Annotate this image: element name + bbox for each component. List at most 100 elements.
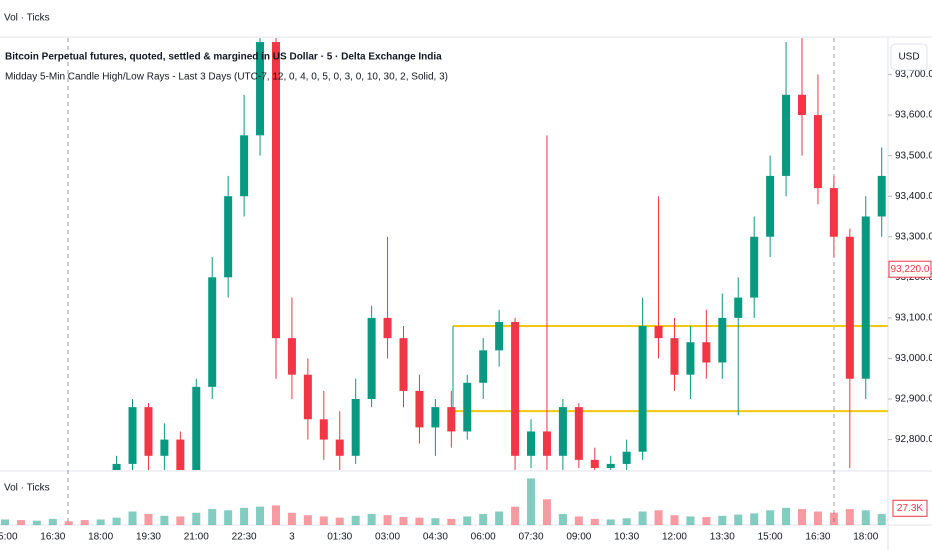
candle-body (590, 459, 599, 468)
volume-bar (128, 511, 137, 525)
plot-area (112, 38, 888, 470)
candle-body (383, 317, 392, 339)
candle-body (813, 115, 822, 189)
volume-bar (80, 520, 89, 525)
volume-bar (224, 510, 233, 525)
x-tick-label: 18:00 (88, 532, 113, 543)
candle-body (495, 321, 504, 351)
chart-title: Bitcoin Perpetual futures, quoted, settl… (5, 52, 442, 63)
candle-body (622, 451, 631, 464)
volume-bar (606, 519, 615, 525)
x-tick-label: 21:00 (184, 532, 209, 543)
volume-bar (319, 516, 328, 525)
x-tick-label: 19:30 (136, 532, 161, 543)
last-price-label: 93,220.0 (891, 264, 930, 275)
y-tick-label: 92,900.0 (895, 394, 932, 405)
x-tick-label: 12:00 (662, 532, 687, 543)
volume-bar (176, 516, 185, 525)
last-price-box (888, 260, 932, 278)
volume-bar (574, 516, 583, 525)
candle-body (558, 407, 567, 456)
candle-body (303, 374, 312, 420)
x-tick-label: 22:30 (232, 532, 257, 543)
y-tick-label: 93,000.0 (895, 353, 932, 364)
volume-area (1, 478, 886, 525)
candle-body (845, 236, 854, 379)
candle-body (686, 342, 695, 375)
y-tick-label: 93,300.0 (895, 231, 932, 242)
candle-body (256, 42, 265, 136)
candle-body (750, 236, 759, 298)
currency-button[interactable] (890, 43, 928, 71)
candle-body (638, 326, 647, 452)
volume-bar (415, 517, 424, 525)
volume-bar (399, 517, 408, 525)
candle-body (670, 338, 679, 375)
volume-bar (702, 517, 711, 525)
candle-body (367, 317, 376, 400)
volume-bar (527, 478, 536, 525)
volume-bar (144, 513, 153, 525)
y-tick-label: 93,600.0 (895, 110, 932, 121)
candle-body (192, 386, 201, 470)
candle-body (479, 350, 488, 383)
volume-bar (335, 517, 344, 525)
volume-bar (192, 512, 201, 525)
volume-bar (766, 510, 775, 525)
volume-bar (447, 518, 456, 525)
candle-body (829, 188, 838, 237)
volume-bar (798, 509, 806, 525)
candle-body (240, 135, 249, 197)
candle-body (271, 42, 280, 339)
x-tick-label: 06:00 (471, 532, 496, 543)
volume-bar (495, 511, 504, 525)
x-tick-label: 16:30 (40, 532, 65, 543)
volume-bar (48, 518, 57, 525)
volume-bar (160, 515, 169, 525)
x-tick-label: 03:00 (375, 532, 400, 543)
volume-bar (845, 509, 854, 525)
candle-body (527, 431, 536, 456)
candle-body (511, 321, 520, 456)
candle-body (877, 175, 886, 217)
volume-bar (1, 519, 9, 525)
last-volume-label: 27.3K (897, 503, 923, 514)
candle-body (463, 382, 472, 432)
volume-bar (383, 515, 392, 525)
volume-bar (829, 512, 838, 525)
volume-title: Vol · Ticks (4, 483, 50, 494)
volume-bar (670, 515, 679, 525)
x-tick-label: 07:30 (519, 532, 544, 543)
volume-bar (638, 511, 647, 525)
volume-bar (208, 509, 217, 525)
axes: 92,800.092,900.093,000.093,100.093,200.0… (0, 69, 932, 542)
candle-body (351, 399, 360, 456)
volume-bar (590, 518, 599, 525)
currency-label[interactable]: USD (898, 52, 919, 63)
volume-bar (16, 520, 25, 525)
volume-bar (622, 518, 631, 525)
pane-header: Vol · Ticks (4, 13, 50, 24)
volume-bar (542, 499, 551, 525)
candle-body (702, 342, 711, 363)
volume-bar (64, 521, 73, 525)
candle-body (128, 407, 137, 464)
candle-body (287, 338, 296, 375)
x-tick-label: 10:30 (614, 532, 639, 543)
last-volume-box (892, 499, 928, 517)
candle-body (798, 94, 806, 116)
volume-bar (861, 510, 870, 525)
candle-body (208, 277, 217, 387)
volume-bar (240, 507, 249, 525)
x-tick-label: 16:30 (805, 532, 830, 543)
volume-bar (463, 516, 472, 525)
candle-body (654, 326, 663, 339)
volume-bar (813, 511, 822, 525)
candle-body (144, 407, 153, 456)
y-tick-label: 93,700.0 (895, 69, 932, 80)
candle-body (335, 439, 344, 456)
x-tick-label: 04:30 (423, 532, 448, 543)
volume-bar (351, 515, 360, 525)
volume-bar (431, 518, 440, 525)
